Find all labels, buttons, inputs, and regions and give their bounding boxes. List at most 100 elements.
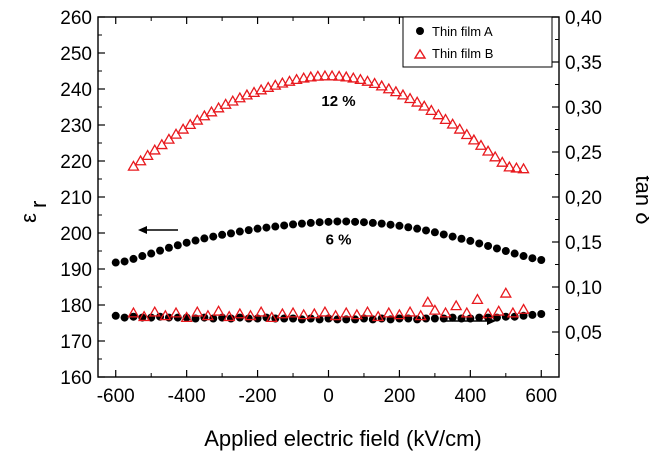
data-point — [414, 309, 427, 321]
data-point — [537, 256, 546, 264]
data-point — [474, 139, 488, 150]
data-point — [489, 150, 502, 162]
data-point — [297, 219, 306, 228]
data-point — [127, 160, 140, 171]
y-right-tick-label: 0,05 — [565, 323, 602, 344]
y-left-tick-label: 210 — [60, 188, 92, 209]
y-left-tick-label: 230 — [60, 116, 92, 137]
data-point — [137, 310, 151, 322]
data-point — [148, 143, 161, 155]
data-point — [233, 307, 246, 319]
data-point — [395, 221, 404, 230]
y-left-tick-label: 170 — [60, 332, 92, 353]
data-point — [503, 160, 516, 172]
x-tick-label: -600 — [97, 386, 135, 407]
data-point — [212, 304, 225, 316]
data-point — [244, 226, 253, 235]
svg-text:ε: ε — [16, 213, 41, 223]
data-point — [354, 73, 367, 85]
data-point — [421, 295, 434, 307]
data-point — [324, 217, 333, 226]
data-point — [120, 313, 129, 322]
data-point — [467, 133, 481, 145]
data-point — [253, 224, 262, 233]
legend-label-thin-film-a: Thin film A — [432, 24, 493, 39]
annotation-12-percent: 12 % — [321, 93, 355, 110]
data-point — [269, 79, 282, 90]
data-point — [517, 162, 530, 174]
data-point — [111, 311, 120, 320]
data-point — [173, 241, 182, 250]
data-point — [191, 305, 204, 317]
data-point — [141, 149, 154, 161]
data-point — [182, 238, 191, 247]
data-point — [361, 305, 374, 317]
data-point — [226, 94, 239, 106]
data-point — [453, 123, 466, 134]
data-point — [439, 113, 452, 124]
data-point — [389, 85, 402, 97]
y-right-tick-label: 0,10 — [565, 278, 602, 299]
data-point — [218, 230, 227, 239]
data-point — [289, 314, 298, 323]
data-point — [342, 217, 351, 226]
data-point — [413, 224, 422, 233]
data-point — [201, 309, 215, 321]
data-point — [448, 232, 457, 241]
data-point — [492, 304, 505, 316]
data-point — [306, 314, 315, 323]
data-point — [276, 307, 289, 319]
data-point — [460, 306, 473, 318]
data-point — [418, 99, 431, 111]
data-point — [466, 236, 475, 245]
data-point — [425, 104, 438, 115]
data-point — [209, 232, 218, 241]
data-point — [492, 244, 501, 253]
data-point — [191, 236, 200, 245]
y-left-tick-label: 190 — [60, 260, 92, 281]
data-point — [333, 217, 342, 226]
data-point — [265, 311, 278, 323]
legend-label-thin-film-b: Thin film B — [432, 46, 493, 61]
data-point — [162, 133, 176, 144]
data-point — [156, 246, 165, 255]
data-point — [439, 230, 448, 239]
plot-marks — [111, 69, 546, 324]
data-point — [517, 303, 530, 314]
y-left-tick-label: 200 — [60, 224, 92, 245]
data-point — [304, 70, 317, 82]
data-point — [120, 257, 129, 266]
data-point — [432, 108, 445, 120]
x-tick-label: 200 — [384, 386, 416, 407]
data-point — [318, 69, 332, 81]
x-tick-label: 600 — [525, 386, 557, 407]
x-tick-label: -400 — [168, 386, 206, 407]
data-point — [315, 218, 324, 227]
data-point — [262, 223, 271, 232]
data-point — [506, 306, 520, 318]
data-point — [382, 306, 395, 318]
data-point — [290, 73, 303, 85]
y-right-tick-label: 0,35 — [565, 53, 602, 74]
x-tick-label: 400 — [454, 386, 486, 407]
tick-labels: -600 -400 -200 0 200 400 600 160 170 180 190 200 210… — [60, 8, 602, 407]
data-point — [481, 144, 495, 156]
x-axis-label: Applied electric field (kV/cm) — [204, 426, 482, 451]
data-point — [484, 241, 493, 250]
y-right-tick-label: 0,30 — [565, 98, 602, 119]
data-point — [403, 92, 417, 104]
data-point — [340, 70, 353, 82]
data-point — [510, 249, 519, 258]
data-point — [372, 310, 385, 322]
data-point — [134, 154, 147, 166]
y-left-tick-label: 180 — [60, 296, 92, 317]
data-point — [262, 81, 275, 92]
data-point — [386, 220, 395, 229]
data-point — [422, 226, 431, 235]
y-right-tick-label: 0,25 — [565, 143, 602, 164]
y-left-tick-label: 240 — [60, 80, 92, 101]
data-point — [289, 220, 298, 229]
data-point — [297, 71, 310, 83]
left-axis-arrow — [138, 226, 178, 234]
